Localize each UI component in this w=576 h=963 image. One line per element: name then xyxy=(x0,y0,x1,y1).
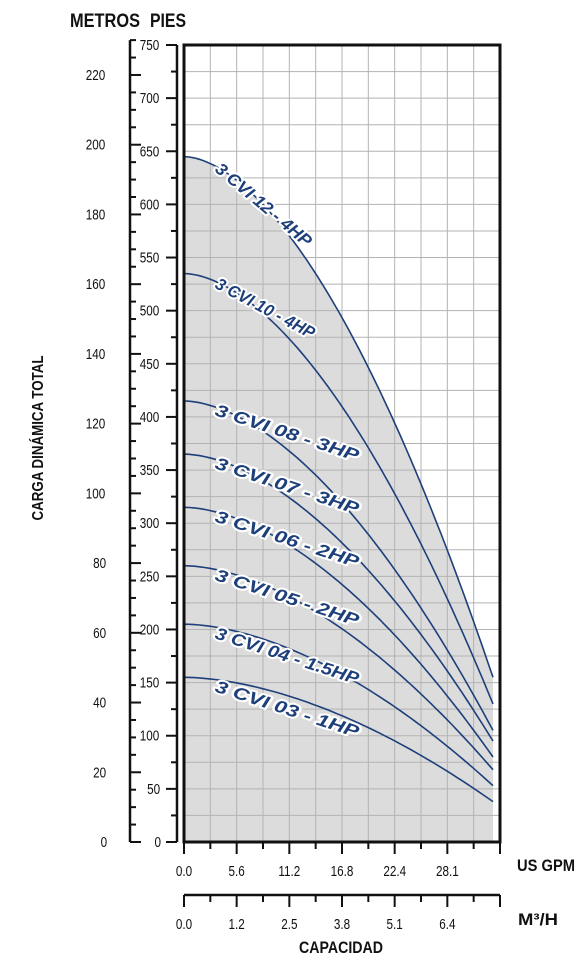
curve-3-cvi-08-3hp xyxy=(184,400,494,731)
curve-3-cvi-05-2hp xyxy=(184,564,494,771)
curve-3-cvi-10-4hp xyxy=(184,272,494,705)
feet-tick-label: 700 xyxy=(140,90,160,107)
gpm-tick-label: 16.8 xyxy=(331,863,354,880)
meters-tick-label: 180 xyxy=(86,206,106,223)
feet-tick-label: 300 xyxy=(140,515,160,532)
m3h-axis: 0.0 1.2 2.5 3.8 5.1 6.4 xyxy=(176,893,501,933)
m3h-tick-label: 0.0 xyxy=(176,916,192,933)
meters-tick-label: 160 xyxy=(86,276,106,293)
curve-3-cvi-07-3hp xyxy=(184,453,494,742)
y-left-unit-label: METROS xyxy=(70,11,140,32)
curve-3-cvi-03-1hp xyxy=(184,676,494,803)
feet-tick-label: 750 xyxy=(140,37,160,54)
curve-3-cvi-04-1-5hp xyxy=(184,623,494,787)
curve-3-cvi-06-2hp xyxy=(184,506,494,758)
x-axis-title: CAPACIDAD xyxy=(299,938,383,957)
gpm-tick-label: 22.4 xyxy=(383,863,406,880)
meters-tick-label: 80 xyxy=(93,555,106,572)
m3h-tick-label: 5.1 xyxy=(387,916,403,933)
gpm-tick-label: 11.2 xyxy=(278,863,300,880)
feet-tick-label: 400 xyxy=(140,409,160,426)
m3h-tick-label: 6.4 xyxy=(439,916,456,933)
feet-tick-label: 550 xyxy=(140,249,160,266)
pump-curves xyxy=(184,155,494,803)
gpm-axis: 0.0 5.6 11.2 16.8 22.4 28.1 xyxy=(176,842,501,880)
m3h-tick-label: 3.8 xyxy=(334,916,350,933)
meters-tick-label: 40 xyxy=(93,694,106,711)
meters-tick-label: 220 xyxy=(86,67,106,84)
feet-tick-label: 0 xyxy=(155,834,162,851)
meters-axis: 0 20 40 60 80 100 120 140 160 180 200 220 xyxy=(86,39,141,851)
feet-axis: 0 50 100 150 200 250 300 350 400 450 500 550 600 650 7… xyxy=(140,37,179,851)
feet-tick-label: 150 xyxy=(140,674,160,691)
feet-tick-label: 100 xyxy=(140,727,160,744)
gpm-tick-label: 0.0 xyxy=(176,863,192,880)
meters-tick-label: 20 xyxy=(93,764,106,781)
feet-tick-label: 500 xyxy=(140,302,160,319)
feet-tick-label: 50 xyxy=(147,780,160,797)
m3h-tick-label: 1.2 xyxy=(229,916,245,933)
feet-tick-label: 200 xyxy=(140,621,160,638)
x-unit-m3h: M³/H xyxy=(518,910,558,929)
feet-tick-label: 350 xyxy=(140,462,160,479)
feet-tick-label: 650 xyxy=(140,143,160,160)
gpm-tick-label: 28.1 xyxy=(436,863,459,880)
meters-tick-label: 140 xyxy=(86,346,106,363)
m3h-tick-label: 2.5 xyxy=(281,916,297,933)
y-right-unit-label: PIES xyxy=(150,11,186,32)
meters-tick-label: 120 xyxy=(86,415,106,432)
meters-tick-label: 200 xyxy=(86,136,106,153)
x-unit-gpm: US GPM xyxy=(517,856,575,875)
meters-tick-label: 60 xyxy=(93,624,106,641)
feet-tick-label: 450 xyxy=(140,355,160,372)
gpm-tick-label: 5.6 xyxy=(229,863,245,880)
curve-3-cvi-12-4hp xyxy=(184,155,494,678)
meters-tick-label: 100 xyxy=(86,485,106,502)
meters-tick-label: 0 xyxy=(101,834,108,851)
feet-tick-label: 250 xyxy=(140,568,160,585)
feet-tick-label: 600 xyxy=(140,196,160,213)
y-axis-title: CARGA DINÁMICA TOTAL xyxy=(28,355,47,520)
